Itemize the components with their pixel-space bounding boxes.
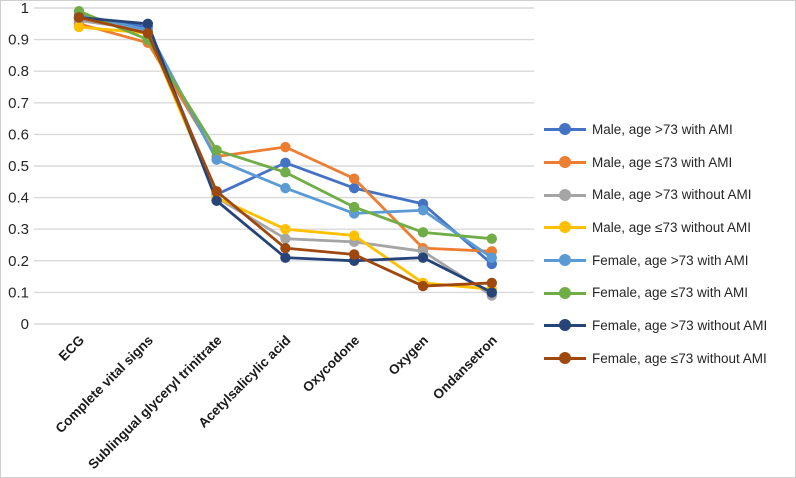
data-point-female-age-73-without-ami-sublingual-glyceryl-trinitrate: [211, 186, 222, 197]
legend-item-male-age-73-without-ami: Male, age >73 without AMI: [544, 178, 767, 211]
legend-marker-icon: [544, 286, 586, 299]
y-tick-label-0.5: 0.5: [8, 158, 29, 175]
legend-marker-icon: [544, 352, 586, 365]
y-tick-label-0.7: 0.7: [8, 95, 29, 112]
legend-marker-dot: [559, 123, 571, 136]
legend-item-female-age-73-with-ami: Female, age ≤73 with AMI: [544, 276, 767, 309]
data-point-female-age-73-with-ami-acetylsalicylic-acid: [280, 182, 291, 194]
legend-label: Male, age ≤73 with AMI: [592, 154, 733, 170]
legend: Male, age >73 with AMI Male, age ≤73 with…: [544, 113, 767, 375]
legend-item-female-age-73-without-ami: Female, age >73 without AMI: [544, 309, 767, 342]
data-point-female-age-73-with-ami-ondansetron: [486, 233, 497, 244]
legend-marker-icon: [544, 319, 586, 332]
data-point-female-age-73-without-ami-acetylsalicylic-acid: [280, 252, 291, 263]
data-point-female-age-73-with-ami-ondansetron: [486, 252, 497, 263]
y-tick-label-0.1: 0.1: [8, 284, 29, 301]
data-point-male-age-73-with-ami-oxycodone: [349, 182, 360, 194]
series-line-female-age-73-with-ami: [78, 12, 493, 259]
data-point-male-age-73-with-ami-acetylsalicylic-acid: [280, 141, 291, 153]
data-point-male-age-73-without-ami-oxycodone: [349, 230, 360, 241]
series-male-age-73-with-ami: [73, 18, 497, 257]
data-point-female-age-73-with-ami-oxygen: [417, 227, 429, 238]
legend-item-female-age-73-with-ami: Female, age >73 with AMI: [544, 244, 767, 277]
y-tick-label-0.2: 0.2: [8, 253, 29, 270]
legend-label: Female, age ≤73 without AMI: [592, 350, 767, 366]
series-female-age-73-without-ami: [73, 12, 497, 292]
data-point-female-age-73-without-ami-oxygen: [417, 280, 429, 292]
x-category-label-sublingual-glyceryl-trinitrate: Sublingual glyceryl trinitrate: [85, 332, 225, 472]
legend-item-male-age-73-without-ami: Male, age ≤73 without AMI: [544, 211, 767, 244]
data-point-female-age-73-without-ami-oxycodone: [349, 249, 360, 260]
data-point-female-age-73-with-ami-sublingual-glyceryl-trinitrate: [211, 145, 222, 156]
legend-marker-icon: [544, 254, 586, 267]
series-female-age-73-with-ami: [73, 5, 497, 244]
y-tick-label-0.6: 0.6: [8, 126, 29, 143]
legend-marker-icon: [544, 156, 586, 169]
legend-item-male-age-73-with-ami: Male, age >73 with AMI: [544, 113, 767, 146]
data-point-male-age-73-without-ami-acetylsalicylic-acid: [280, 224, 291, 235]
legend-marker-dot: [559, 286, 571, 299]
x-category-label-oxycodone: Oxycodone: [300, 332, 363, 395]
x-category-label-ondansetron: Ondansetron: [430, 333, 500, 403]
legend-marker-dot: [559, 156, 571, 169]
legend-label: Female, age >73 with AMI: [592, 252, 749, 268]
legend-item-female-age-73-without-ami: Female, age ≤73 without AMI: [544, 342, 767, 375]
legend-marker-dot: [559, 319, 571, 332]
legend-item-male-age-73-with-ami: Male, age ≤73 with AMI: [544, 146, 767, 179]
series-female-age-73-without-ami: [73, 12, 497, 298]
data-point-female-age-73-without-ami-complete-vital-signs: [142, 18, 153, 29]
data-point-male-age-73-without-ami-ecg: [73, 21, 85, 33]
series-line-female-age-73-with-ami: [78, 9, 492, 241]
data-point-female-age-73-without-ami-sublingual-glyceryl-trinitrate: [211, 195, 222, 206]
data-point-female-age-73-without-ami-ondansetron: [486, 287, 497, 298]
legend-label: Female, age >73 without AMI: [592, 317, 768, 333]
data-point-female-age-73-with-ami-sublingual-glyceryl-trinitrate: [211, 154, 222, 165]
x-category-label-ecg: ECG: [56, 333, 87, 364]
legend-label: Male, age >73 without AMI: [592, 187, 752, 203]
legend-marker-dot: [559, 188, 571, 201]
legend-marker-icon: [544, 123, 586, 136]
legend-label: Male, age ≤73 without AMI: [592, 219, 751, 235]
legend-label: Female, age ≤73 with AMI: [592, 285, 748, 301]
data-point-female-age-73-without-ami-acetylsalicylic-acid: [280, 242, 291, 254]
legend-marker-icon: [544, 188, 586, 201]
data-point-female-age-73-with-ami-oxycodone: [349, 201, 360, 213]
data-point-female-age-73-with-ami-acetylsalicylic-acid: [280, 167, 291, 178]
series-line-male-age-73-with-ami: [78, 22, 492, 253]
data-point-female-age-73-with-ami-oxygen: [417, 205, 429, 216]
legend-marker-dot: [559, 352, 571, 365]
data-point-female-age-73-without-ami-ecg: [73, 12, 85, 23]
y-tick-label-1: 1: [21, 1, 29, 17]
y-tick-label-0.4: 0.4: [8, 190, 29, 207]
y-tick-label-0.9: 0.9: [8, 32, 29, 49]
legend-marker-icon: [544, 221, 586, 234]
data-point-female-age-73-without-ami-oxygen: [417, 252, 429, 263]
legend-label: Male, age >73 with AMI: [592, 121, 733, 137]
y-tick-label-0.3: 0.3: [8, 221, 29, 238]
data-point-male-age-73-with-ami-oxycodone: [349, 173, 360, 184]
y-tick-label-0: 0: [21, 316, 29, 333]
legend-marker-dot: [559, 254, 571, 267]
data-point-female-age-73-without-ami-ondansetron: [486, 277, 497, 289]
data-point-female-age-73-without-ami-complete-vital-signs: [142, 28, 153, 39]
data-point-male-age-73-with-ami-acetylsalicylic-acid: [280, 157, 291, 169]
x-category-label-oxygen: Oxygen: [385, 333, 431, 379]
y-tick-label-0.8: 0.8: [8, 63, 29, 80]
legend-marker-dot: [559, 221, 571, 234]
data-point-male-age-73-without-ami-acetylsalicylic-acid: [280, 233, 291, 244]
